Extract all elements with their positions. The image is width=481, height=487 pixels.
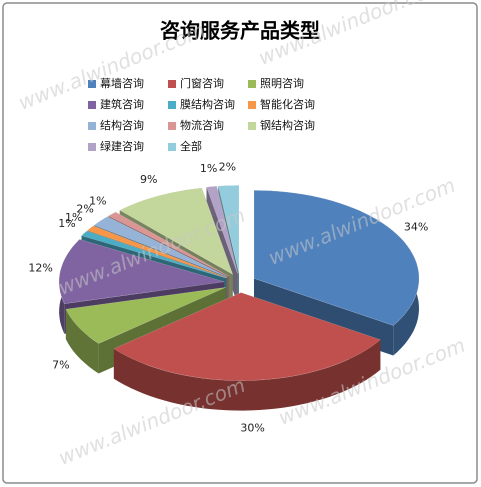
- legend-label: 建筑咨询: [100, 97, 144, 111]
- value-label: 7%: [52, 358, 69, 371]
- legend-label: 钢结构咨询: [260, 118, 315, 132]
- legend-swatch: [248, 122, 256, 130]
- slice: [253, 190, 420, 326]
- value-labels: 2%1%9%1%2%1%1% 34%12%7%30%: [28, 161, 428, 435]
- legend-swatch: [88, 101, 96, 109]
- legend-swatch: [168, 101, 176, 109]
- legend-label: 结构咨询: [100, 118, 144, 132]
- legend-label: 膜结构咨询: [180, 97, 235, 111]
- legend-swatch: [168, 143, 176, 151]
- value-label: 2%: [219, 161, 236, 174]
- legend-label: 绿建咨询: [100, 139, 144, 153]
- slice: [81, 230, 227, 279]
- value-label: 1%: [65, 211, 82, 224]
- slice: [58, 239, 225, 304]
- legend-swatch: [88, 143, 96, 151]
- slice: [217, 185, 240, 274]
- value-label: 1%: [200, 162, 217, 175]
- value-label: 1%: [89, 194, 106, 207]
- legend-label: 门窗咨询: [180, 76, 224, 90]
- slice-side: [113, 339, 381, 411]
- value-label: 9%: [140, 173, 157, 186]
- legend-swatch: [88, 122, 96, 130]
- pie: [58, 185, 420, 411]
- slice: [107, 211, 229, 277]
- legend-swatch: [248, 101, 256, 109]
- legend-label: 物流咨询: [180, 118, 224, 132]
- slice: [93, 216, 228, 278]
- slice: [87, 225, 227, 278]
- legend-label: 照明咨询: [260, 76, 304, 90]
- slice-side: [65, 309, 99, 374]
- slice: [65, 287, 226, 344]
- legend-label: 智能化咨询: [260, 97, 315, 111]
- value-label: 34%: [404, 220, 428, 233]
- legend-swatch: [248, 80, 256, 88]
- legend-label: 幕墙咨询: [100, 76, 144, 90]
- legend-label: 全部: [180, 139, 202, 153]
- slice: [119, 187, 234, 275]
- value-label: 1%: [58, 217, 75, 230]
- legend-swatch: [168, 122, 176, 130]
- slice: [113, 292, 381, 381]
- slice: [206, 185, 238, 274]
- value-label: 12%: [28, 262, 52, 275]
- value-label: 2%: [76, 202, 93, 215]
- legend-swatch: [168, 80, 176, 88]
- legend-swatch: [88, 80, 96, 88]
- chart-title: 咨询服务产品类型: [160, 19, 320, 43]
- value-label: 30%: [240, 421, 264, 434]
